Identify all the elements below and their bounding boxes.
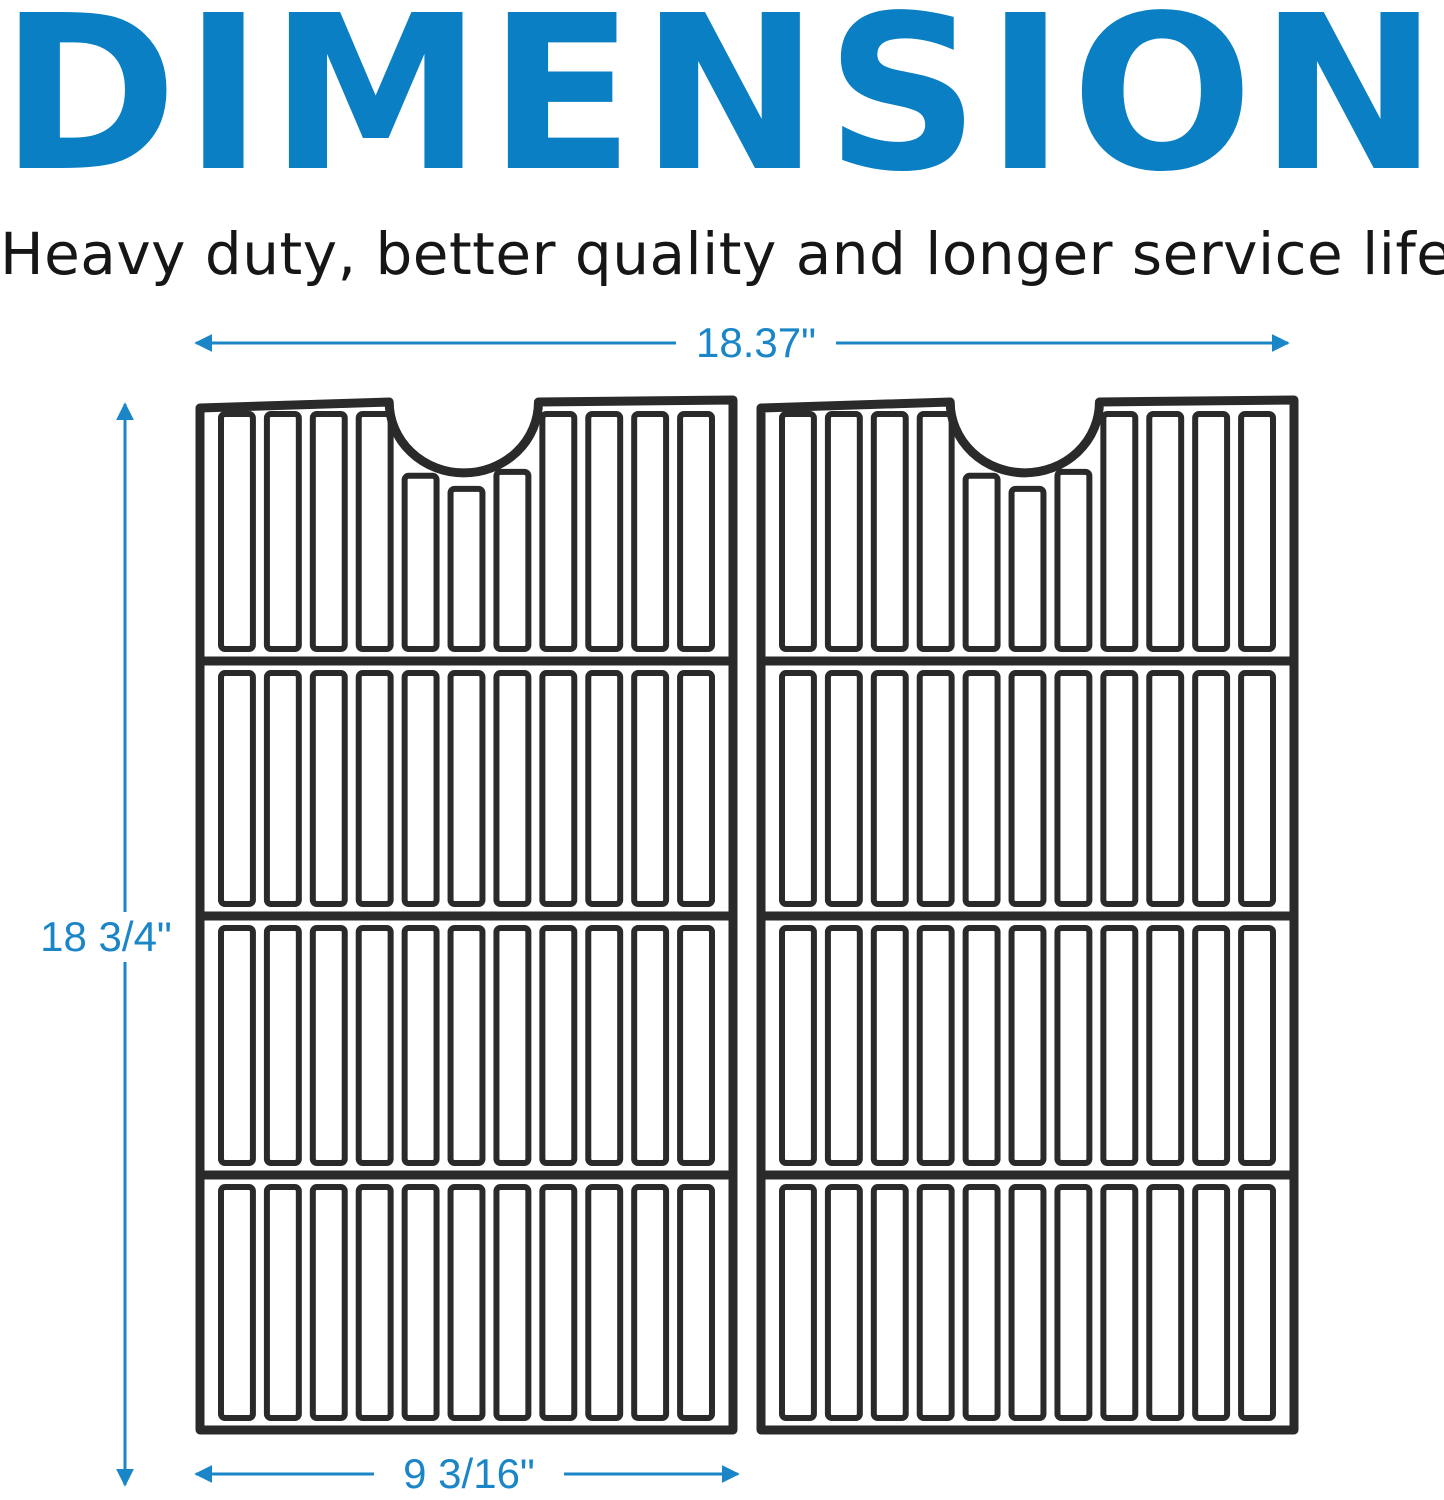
grate-slot <box>1100 670 1139 908</box>
grate-slot <box>1238 411 1277 653</box>
grate-slot <box>218 1184 256 1422</box>
grate-slot <box>585 925 624 1167</box>
grate-right <box>756 395 1299 1435</box>
grate-slot <box>447 925 486 1167</box>
grate-slot <box>447 670 486 908</box>
grate-slot <box>401 670 440 908</box>
grate-slot <box>916 670 955 908</box>
grate-frame <box>195 395 738 1435</box>
grate-slot <box>1054 670 1093 908</box>
grate-slot <box>870 1184 909 1422</box>
grate-slot <box>962 925 1001 1167</box>
grate-slot <box>779 411 817 653</box>
grate-left <box>195 395 738 1435</box>
grate-slot <box>1146 411 1185 653</box>
grate-slot <box>1192 1184 1231 1422</box>
grate-slot <box>263 411 302 653</box>
grate-slot <box>824 1184 863 1422</box>
grate-slot <box>539 925 578 1167</box>
grate-slot <box>309 670 348 908</box>
grate-slot <box>916 411 955 653</box>
grate-slot <box>493 670 532 908</box>
grate-slot <box>539 411 578 653</box>
grate-slot <box>916 1184 955 1422</box>
grate-slot <box>631 670 670 908</box>
grate-slot <box>355 925 394 1167</box>
grate-slot <box>824 670 863 908</box>
grate-slot <box>779 925 817 1167</box>
grate-slot <box>1008 485 1047 653</box>
grate-slot <box>1238 925 1277 1167</box>
page-title: DIMENSION <box>0 0 1444 219</box>
grate-slot <box>962 1184 1001 1422</box>
grate-slot <box>1192 670 1231 908</box>
grate-slot <box>1146 670 1185 908</box>
grate-slot <box>1100 925 1139 1167</box>
grate-slot <box>401 925 440 1167</box>
grate-slot <box>447 485 486 653</box>
grate-slot <box>1008 925 1047 1167</box>
grate-slot <box>1192 925 1231 1167</box>
grate-slot <box>824 411 863 653</box>
grate-slot <box>916 925 955 1167</box>
grate-slot <box>870 670 909 908</box>
grate-slot <box>401 1184 440 1422</box>
grate-slot <box>585 670 624 908</box>
grate-slot <box>539 1184 578 1422</box>
grate-slot <box>585 411 624 653</box>
grate-slot <box>962 472 1001 653</box>
height-label: 18 3/4" <box>20 912 192 962</box>
grate-slot <box>824 925 863 1167</box>
grate-slot <box>677 925 715 1167</box>
grate-slot <box>631 1184 670 1422</box>
grate-slot <box>309 1184 348 1422</box>
grate-slot <box>263 1184 302 1422</box>
grate-slot <box>962 670 1001 908</box>
grate-slot <box>1008 1184 1047 1422</box>
single-width-label: 9 3/16" <box>374 1449 564 1499</box>
grate-slot <box>355 1184 394 1422</box>
page-subtitle: Heavy duty, better quality and longer se… <box>0 220 1444 288</box>
grate-slot <box>1008 670 1047 908</box>
grate-slot <box>1054 925 1093 1167</box>
grate-slot <box>1238 670 1277 908</box>
grate-slot <box>309 925 348 1167</box>
grate-frame <box>756 395 1299 1435</box>
grate-slot <box>218 925 256 1167</box>
grate-slot <box>677 670 715 908</box>
grate-slot <box>1146 1184 1185 1422</box>
grate-slot <box>585 1184 624 1422</box>
grate-slot <box>493 468 532 653</box>
total-width-label: 18.37" <box>676 318 836 368</box>
grate-slot <box>263 670 302 908</box>
grate-slot <box>493 1184 532 1422</box>
grate-slot <box>631 411 670 653</box>
grate-slot <box>677 411 715 653</box>
grate-slot <box>870 925 909 1167</box>
grate-slot <box>539 670 578 908</box>
grate-slot <box>1054 468 1093 653</box>
grate-slot <box>779 1184 817 1422</box>
grate-slot <box>1054 1184 1093 1422</box>
grate-slot <box>309 411 348 653</box>
grate-slot <box>677 1184 715 1422</box>
grate-slot <box>631 925 670 1167</box>
grate-slot <box>401 472 440 653</box>
grate-slot <box>447 1184 486 1422</box>
grate-slot <box>1146 925 1185 1167</box>
grate-slot <box>1238 1184 1277 1422</box>
grate-slot <box>218 411 256 653</box>
grate-slot <box>1192 411 1231 653</box>
grate-slot <box>779 670 817 908</box>
grate-slot <box>355 670 394 908</box>
grate-slot <box>355 411 394 653</box>
grate-slot <box>1100 1184 1139 1422</box>
grate-slot <box>218 670 256 908</box>
grate-slot <box>870 411 909 653</box>
grate-slot <box>263 925 302 1167</box>
grate-slot <box>493 925 532 1167</box>
grate-slot <box>1100 411 1139 653</box>
